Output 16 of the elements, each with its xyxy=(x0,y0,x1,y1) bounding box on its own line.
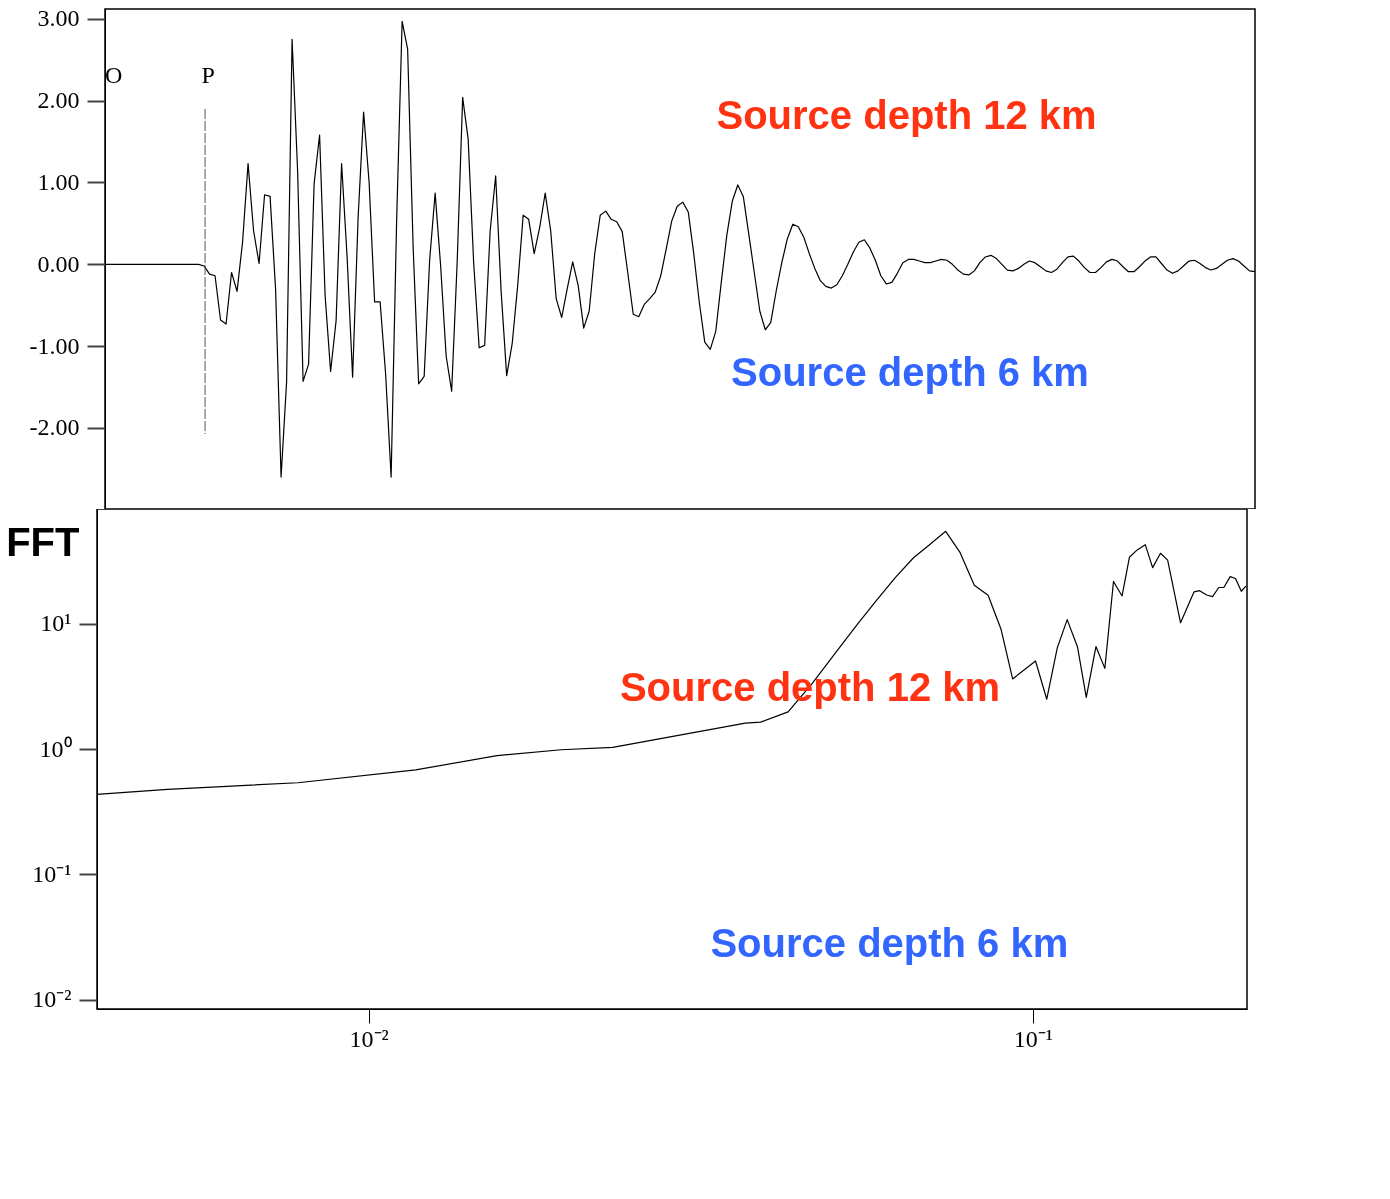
y-axis-title: FFT xyxy=(6,519,80,564)
y-tick-label: -2.00 xyxy=(29,414,80,441)
annotation: Source depth 12 km xyxy=(716,92,1097,137)
y-tick-label: 3.00 xyxy=(37,5,80,32)
y-tick-label: 10¹ xyxy=(40,610,72,637)
y-tick-label: -1.00 xyxy=(29,332,80,359)
annotation: P xyxy=(201,62,215,88)
y-tick-label: 2.00 xyxy=(37,87,80,114)
y-tick-label: 1.00 xyxy=(37,168,80,195)
y-tick-label: 10⁰ xyxy=(39,735,72,762)
y-tick-label: 10⁻² xyxy=(32,986,72,1013)
annotation: Source depth 6 km xyxy=(731,349,1089,394)
annotation: O xyxy=(105,62,123,88)
y-tick-label: 10⁻¹ xyxy=(32,860,72,887)
annotation: Source depth 6 km xyxy=(710,920,1069,965)
y-tick-label: 0.00 xyxy=(37,250,80,277)
